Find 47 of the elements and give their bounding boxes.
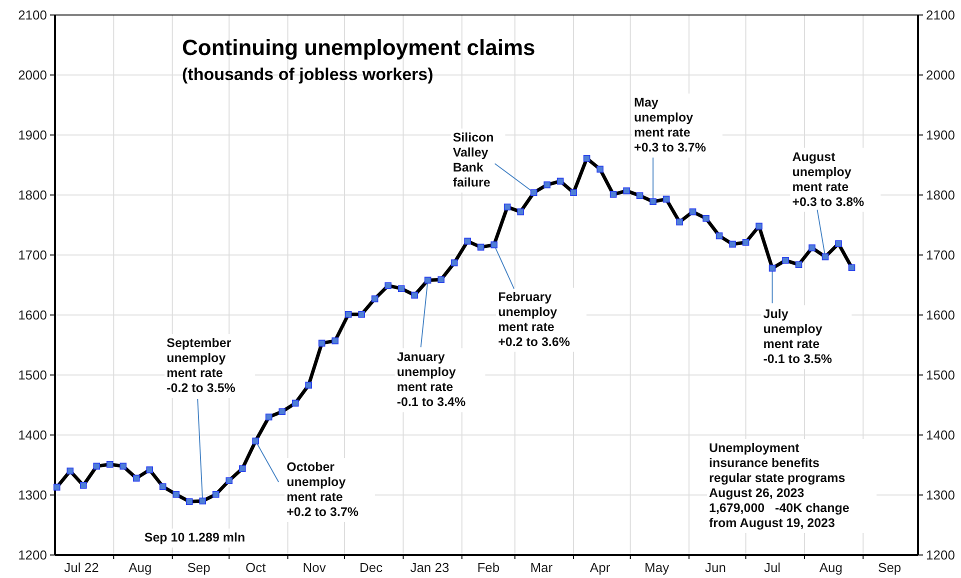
x-tick-label: Apr <box>590 560 611 575</box>
y-tick-label: 1300 <box>18 488 47 503</box>
x-tick-label: Jul <box>764 560 781 575</box>
y-tick-label: 2000 <box>18 68 47 83</box>
x-tick-label: Sep <box>187 560 210 575</box>
annotation: May unemploy ment rate +0.3 to 3.7% <box>634 96 706 155</box>
annotation: January unemploy ment rate -0.1 to 3.4% <box>396 350 466 410</box>
x-tick-label: Feb <box>477 560 500 575</box>
x-tick-label: Aug <box>819 560 843 575</box>
y-tick-label: 1400 <box>18 428 47 443</box>
y-tick-label: 1900 <box>18 128 47 143</box>
annotation: August unemploy ment rate +0.3 to 3.8% <box>792 150 864 209</box>
y2-tick-label: 1200 <box>926 548 955 563</box>
text: (thousands of jobless workers) <box>182 65 434 84</box>
y-tick-label: 1200 <box>18 548 47 563</box>
y2-tick-label: 1500 <box>926 368 955 383</box>
y-tick-label: 1600 <box>18 308 47 323</box>
x-tick-label: Jan 23 <box>410 560 450 575</box>
y-tick-label: 1700 <box>18 248 47 263</box>
text: Continuing unemployment claims <box>182 35 536 60</box>
x-tick-label: Sep <box>878 560 902 575</box>
annotation: October unemploy ment rate +0.2 to 3.7% <box>286 460 359 519</box>
x-tick-label: Dec <box>359 560 384 575</box>
y2-tick-label: 1700 <box>926 248 955 263</box>
y-tick-label: 1800 <box>18 188 47 203</box>
x-tick-label: Jun <box>705 560 726 575</box>
x-tick-label: Aug <box>128 560 152 575</box>
annotation: February unemploy ment rate +0.2 to 3.6% <box>498 290 570 349</box>
x-tick-label: Oct <box>245 560 266 575</box>
y-tick-label: 2100 <box>18 8 47 23</box>
y2-tick-label: 1600 <box>926 308 955 323</box>
annotation: July unemploy ment rate -0.1 to 3.5% <box>763 307 832 366</box>
annotation: September unemploy ment rate -0.2 to 3.5% <box>166 336 236 395</box>
x-tick-label: Nov <box>302 560 326 575</box>
y2-tick-label: 1400 <box>926 428 955 443</box>
annotation: Unemployment insurance benefits regular state programs August 26, 2023 1,679,000 -40K change from August 19, 2023 <box>709 441 850 530</box>
y2-tick-label: 1800 <box>926 188 955 203</box>
y2-tick-label: 2100 <box>926 8 955 23</box>
y-tick-label: 1500 <box>18 368 47 383</box>
x-tick-label: May <box>644 560 670 575</box>
y2-tick-label: 1900 <box>926 128 955 143</box>
annotation: Silicon Valley Bank failure <box>452 130 494 190</box>
y2-tick-label: 1300 <box>926 488 955 503</box>
annotation: Sep 10 1.289 mln <box>144 530 246 545</box>
x-tick-label: Jul 22 <box>64 560 99 575</box>
x-tick-label: Mar <box>530 560 554 575</box>
y2-tick-label: 2000 <box>926 68 955 83</box>
